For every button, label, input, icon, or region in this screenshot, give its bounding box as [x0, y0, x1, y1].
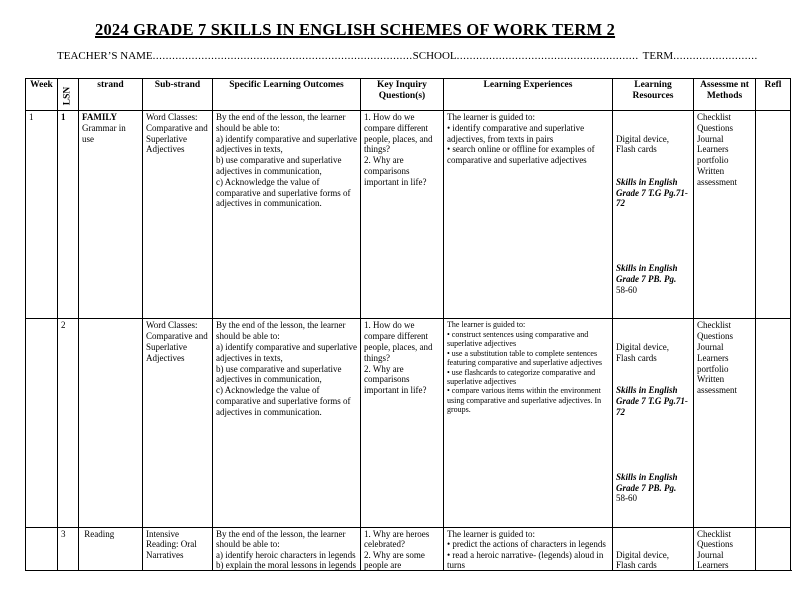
cell-experiences: The learner is guided to: • construct se… — [443, 318, 613, 528]
cell-assessment: Checklist Questions Journal Learners por… — [693, 318, 756, 528]
cell-sub-strand: Word Classes: Comparative and Superlativ… — [142, 318, 213, 528]
cell-assessment: Checklist Questions Journal Learners por… — [693, 526, 756, 570]
header-assessment-methods: Assessme nt Methods — [693, 78, 756, 111]
school-label: SCHOOL — [412, 50, 457, 62]
cell-experiences: The learner is guided to: • identify com… — [443, 109, 613, 320]
header-sub-strand: Sub-strand — [142, 78, 213, 111]
cell-refl — [755, 318, 791, 528]
cell-sub-strand: Word Classes: Comparative and Superlativ… — [142, 109, 213, 320]
header-key-inquiry-questions: Key Inquiry Question(s) — [360, 78, 444, 111]
teacher-name-blank: ........................................… — [152, 50, 413, 62]
header-strand: strand — [78, 78, 143, 111]
term-label: TERM — [642, 50, 674, 62]
term-blank: .......................... — [673, 50, 757, 62]
cell-strand — [78, 318, 143, 528]
cell-resources: Digital device, Flash cards Skills in En… — [612, 318, 694, 528]
header-refl: Refl — [755, 78, 791, 111]
table-row: 2 Word Classes: Comparative and Superlat… — [25, 318, 791, 528]
cell-key-inquiry: 1. How do we compare different people, p… — [360, 318, 444, 528]
cell-sub-strand: Intensive Reading: Oral Narratives — [142, 526, 213, 570]
cell-experiences: The learner is guided to: • predict the … — [443, 526, 613, 570]
header-learning-resources: Learning Resources — [612, 78, 694, 111]
teacher-name-label: TEACHER’S NAME — [57, 50, 153, 62]
header-specific-learning-outcomes: Specific Learning Outcomes — [212, 78, 361, 111]
cell-outcomes: By the end of the lesson, the learner sh… — [212, 526, 361, 570]
cell-refl — [755, 526, 791, 570]
teacher-school-term-line: TEACHER’S NAME..........................… — [57, 50, 757, 62]
cell-outcomes: By the end of the lesson, the learner sh… — [212, 109, 361, 320]
cell-week — [25, 526, 58, 570]
cell-strand: FAMILY Grammar in use — [78, 109, 143, 320]
cell-lsn: 1 — [57, 109, 79, 320]
cell-key-inquiry: 1. Why are heroes celebrated? 2. Why are… — [360, 526, 444, 570]
page-title: 2024 GRADE 7 SKILLS IN ENGLISH SCHEMES O… — [95, 20, 616, 39]
cell-key-inquiry: 1. How do we compare different people, p… — [360, 109, 444, 320]
table-row: 1 1 FAMILY Grammar in use Word Classes: … — [25, 109, 791, 320]
cell-week — [25, 318, 58, 528]
cell-lsn: 3 — [57, 526, 79, 570]
schemes-of-work-table: Week LSN strand Sub-strand Specific Lear… — [25, 78, 792, 571]
cell-refl — [755, 109, 791, 320]
cell-strand: Reading — [78, 526, 143, 570]
school-blank: ........................................… — [456, 50, 639, 62]
header-lsn: LSN — [57, 78, 79, 111]
header-learning-experiences: Learning Experiences — [443, 78, 613, 111]
cell-resources: Digital device, Flash cards Skills in En… — [612, 526, 694, 570]
cell-outcomes: By the end of the lesson, the learner sh… — [212, 318, 361, 528]
header-row: Week LSN strand Sub-strand Specific Lear… — [25, 78, 791, 111]
table-row: 3 Reading Intensive Reading: Oral Narrat… — [25, 526, 791, 570]
cell-lsn: 2 — [57, 318, 79, 528]
cell-week: 1 — [25, 109, 58, 320]
header-week: Week — [25, 78, 58, 111]
cell-resources: Digital device, Flash cards Skills in En… — [612, 109, 694, 320]
cell-assessment: Checklist Questions Journal Learners por… — [693, 109, 756, 320]
